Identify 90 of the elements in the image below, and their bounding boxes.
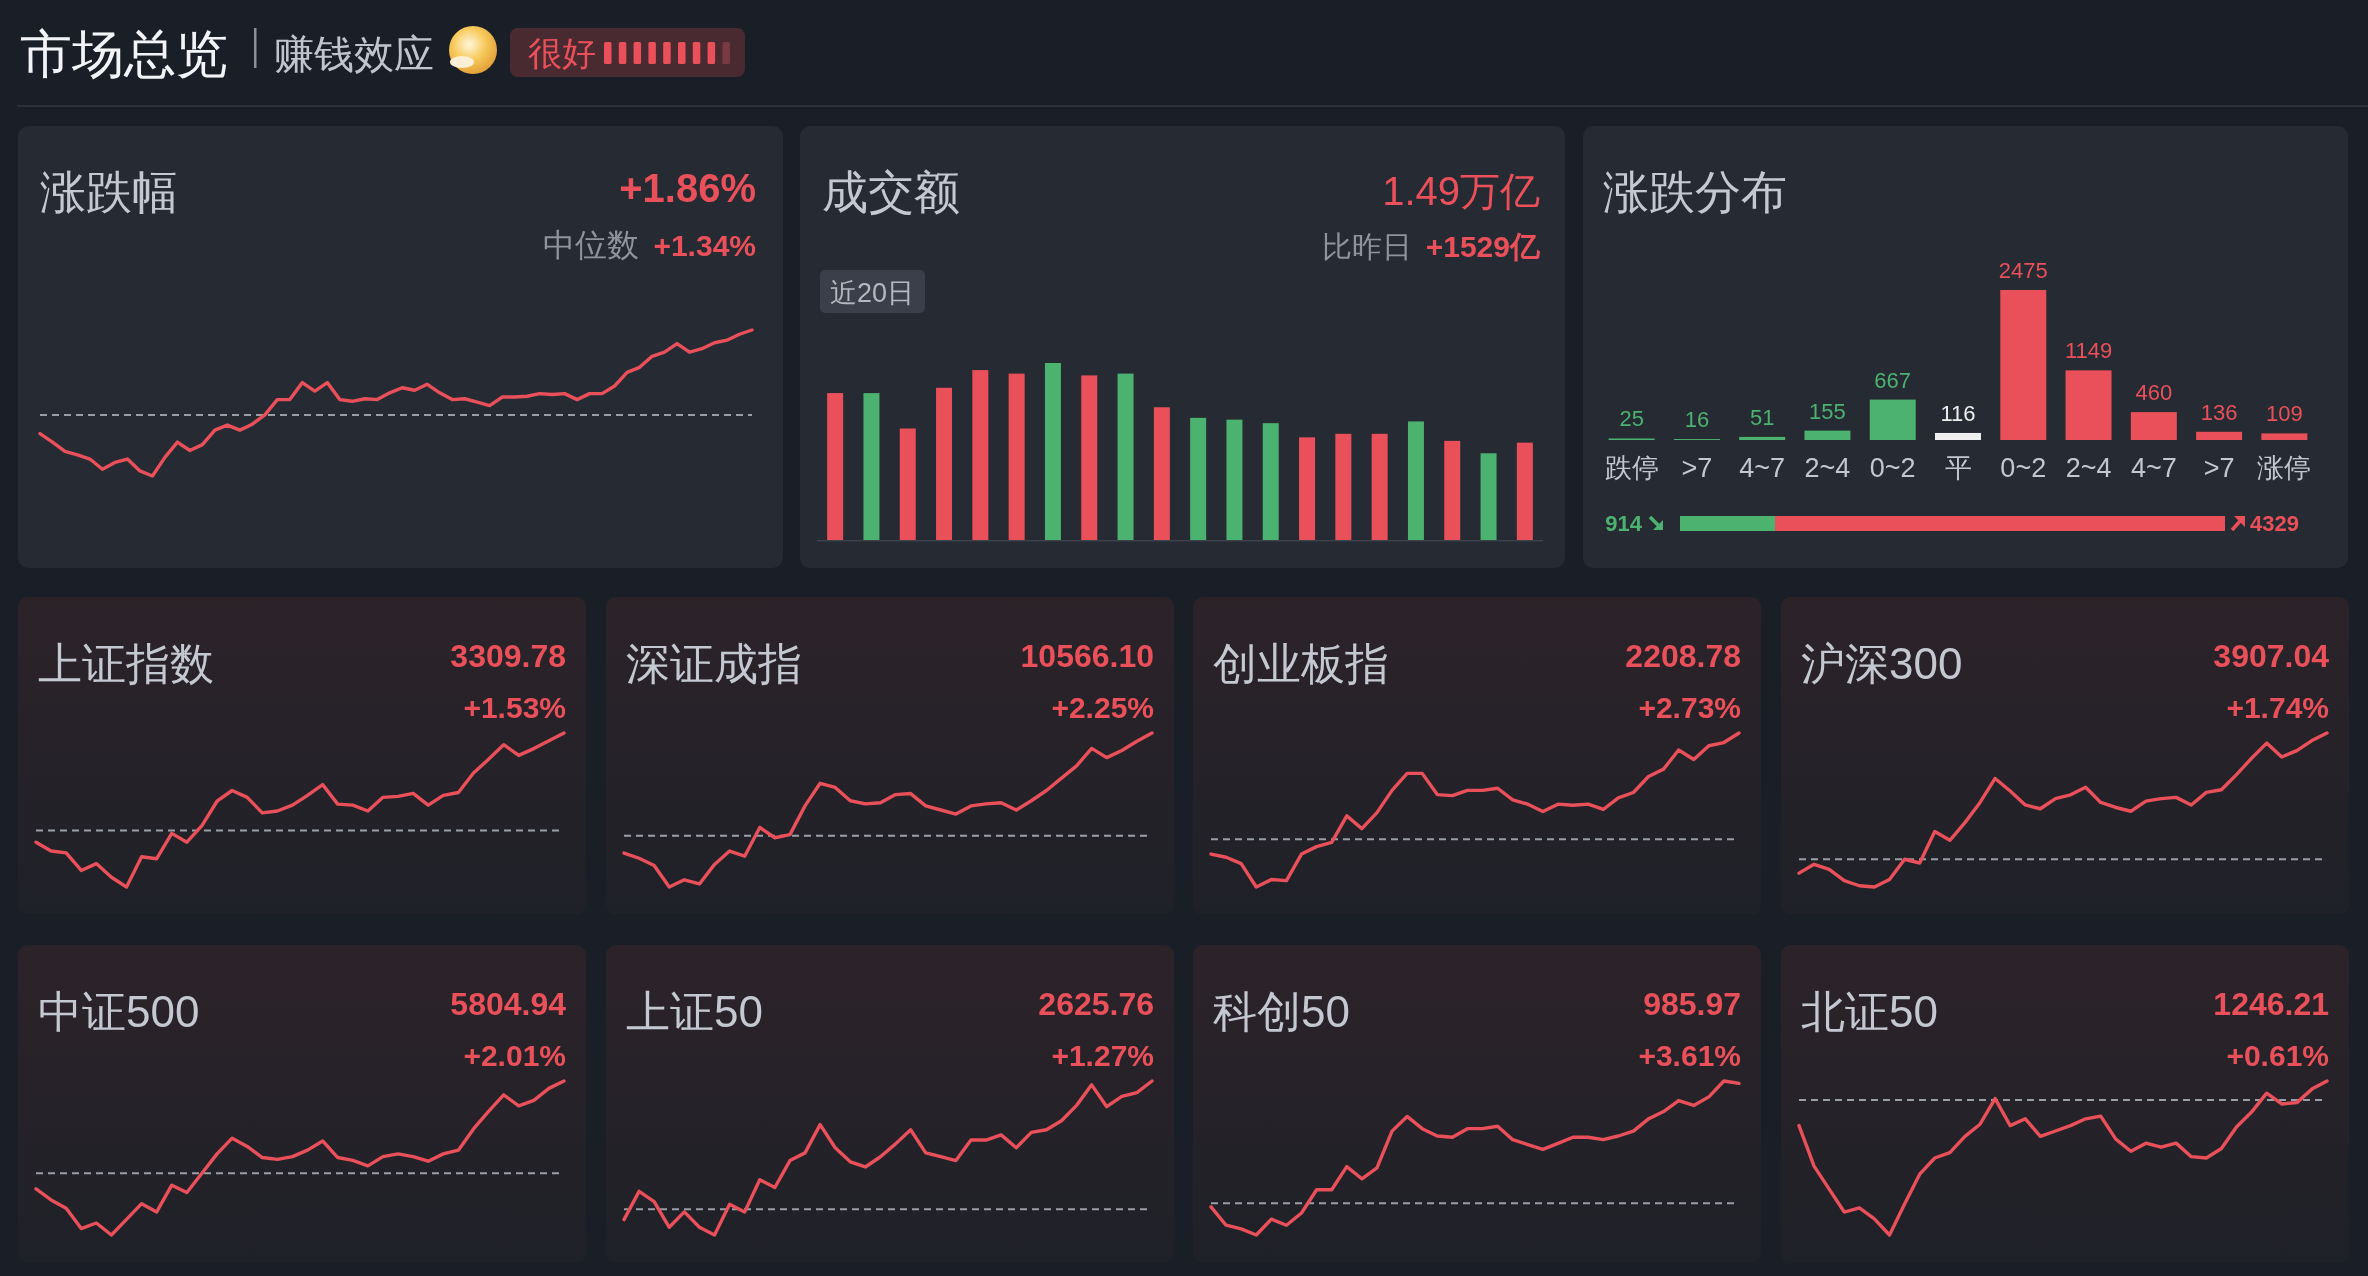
data-label: 116 [1940, 400, 1976, 426]
chart-title: 中证500 [38, 987, 200, 1036]
x-tick-label: >7 [1681, 453, 1713, 483]
bar [1516, 442, 1533, 540]
bar [1335, 433, 1352, 540]
bar [1935, 432, 1981, 440]
x-tick-label: 跌停 [1604, 453, 1659, 483]
text: 985.97 [1643, 986, 1741, 1022]
data-label: 16 [1684, 407, 1710, 433]
data-label: 2475 [1998, 258, 2048, 283]
bar [1117, 373, 1134, 540]
bar [1371, 433, 1388, 540]
x-tick-label: 4~7 [2130, 453, 2177, 483]
bar [2261, 433, 2308, 440]
bar [1480, 453, 1497, 540]
x-tick-label: 0~2 [2000, 453, 2047, 483]
text: +1.53% [463, 691, 566, 724]
bar [972, 370, 989, 540]
bar [1044, 363, 1061, 540]
bar [936, 387, 953, 540]
text: 3907.04 [2213, 638, 2330, 674]
bar [2000, 290, 2047, 440]
bar [1299, 437, 1316, 540]
text: +1.27% [1051, 1039, 1154, 1072]
x-tick-label: >7 [2203, 453, 2235, 483]
text: 1.49万亿 [1382, 169, 1540, 213]
text: 1246.21 [2213, 986, 2329, 1022]
text: 2625.76 [1038, 986, 1154, 1022]
x-tick-label: 2~4 [1804, 453, 1851, 483]
data-label: 25 [1619, 406, 1644, 432]
chart-title: 北证50 [1801, 987, 1938, 1036]
data-label: 155 [1809, 398, 1846, 424]
text: 比昨日 [1321, 230, 1412, 263]
chart-title: 深证成指 [626, 639, 802, 688]
text: +1.74% [2226, 691, 2329, 724]
text: 市场总览 [20, 25, 228, 83]
text: +1.86% [619, 166, 756, 210]
bar [1804, 430, 1851, 440]
text: 中位数 [543, 227, 640, 263]
chart-title: 创业板指 [1213, 639, 1389, 688]
x-tick-label: 2~4 [2065, 453, 2112, 483]
bar [1407, 421, 1424, 540]
bar [827, 393, 844, 540]
chart-title: 成交额 [822, 166, 960, 218]
text: 近20日 [829, 278, 915, 308]
text: +2.25% [1051, 691, 1154, 724]
text: 很好 [528, 34, 596, 72]
text: 10566.10 [1020, 638, 1154, 674]
bar [1262, 423, 1279, 540]
bar [863, 393, 880, 540]
x-tick-label: 0~2 [1869, 453, 1916, 483]
text: +3.61% [1638, 1039, 1741, 1072]
data-label: 667 [1874, 367, 1912, 393]
chart-title: 上证指数 [38, 639, 214, 688]
chart-title: 涨跌分布 [1603, 166, 1787, 218]
text: 2208.78 [1625, 638, 1741, 674]
bar [1226, 419, 1243, 540]
chart-title: 上证50 [626, 987, 763, 1036]
data-label: 1149 [2064, 338, 2113, 364]
text: +1.34% [653, 229, 756, 262]
chart-title: 科创50 [1213, 987, 1350, 1036]
bar [1739, 436, 1786, 440]
data-label: 109 [2266, 401, 2303, 427]
text: +2.01% [463, 1039, 566, 1072]
bar [2065, 370, 2112, 440]
bar [1081, 375, 1098, 540]
bar [1153, 407, 1170, 540]
chart-title: 沪深300 [1801, 639, 1963, 688]
data-label: 460 [2135, 380, 2173, 406]
data-label: 51 [1749, 404, 1775, 430]
text: +0.61% [2226, 1039, 2329, 1072]
bar [899, 428, 916, 540]
text: +1529亿 [1425, 230, 1541, 263]
bar [2196, 431, 2243, 440]
bar [1869, 399, 1916, 440]
text: +2.73% [1638, 691, 1741, 724]
bar [1190, 417, 1207, 540]
x-tick-label: 4~7 [1739, 453, 1786, 483]
bar [1444, 440, 1461, 540]
text: 5804.94 [450, 986, 567, 1022]
x-tick-label: 平 [1944, 453, 1972, 483]
x-tick-label: 涨停 [2257, 453, 2312, 483]
data-label: 4329 [2250, 511, 2299, 536]
bar [2130, 412, 2177, 440]
bar [1008, 373, 1025, 540]
data-label: 914 [1605, 511, 1643, 536]
chart-title: 涨跌幅 [40, 166, 178, 218]
text: 3309.78 [450, 638, 566, 674]
data-label: 136 [2200, 399, 2238, 425]
text: 赚钱效应 [274, 32, 434, 76]
